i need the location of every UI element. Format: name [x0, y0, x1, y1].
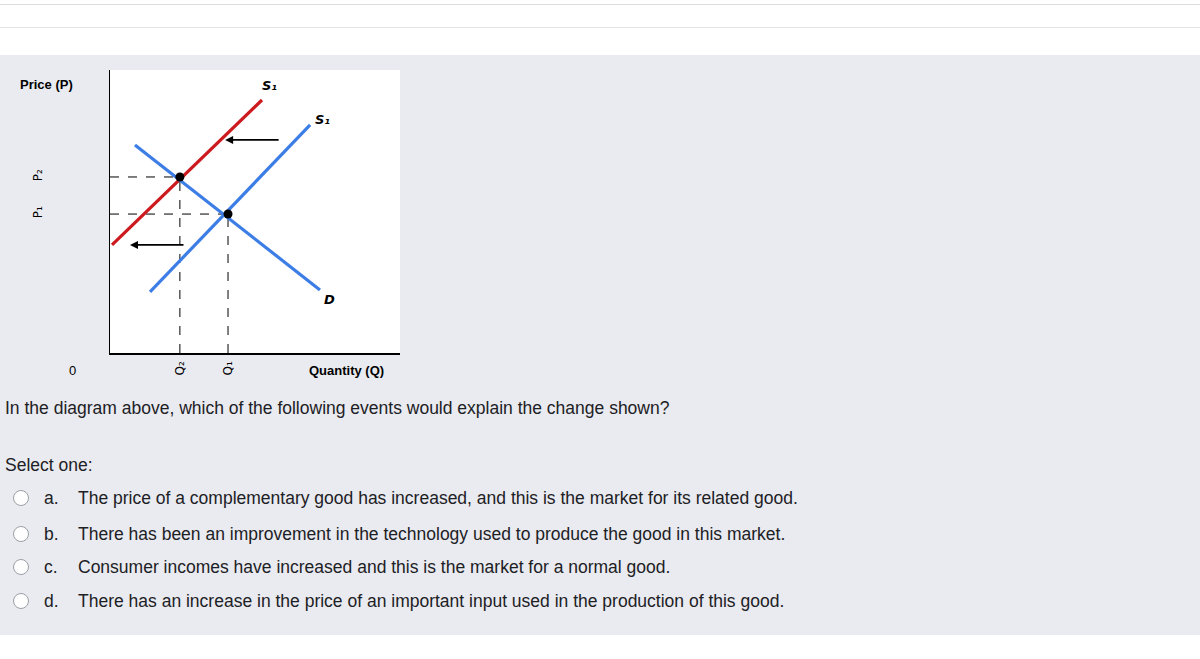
- svg-text:S₁: S₁: [262, 78, 277, 93]
- html-text:There has been an improvement: There has been an improvement in the tec…: [78, 524, 786, 544]
- svg-text:D: D: [324, 292, 335, 307]
- html-text:a.: a.: [44, 488, 59, 508]
- html-text:c.: c.: [44, 557, 58, 577]
- svg-text:Q₂: Q₂: [173, 361, 187, 375]
- svg-text:Price (P): Price (P): [20, 77, 73, 92]
- html-text:Select one:: Select one:: [5, 455, 93, 475]
- svg-text:0: 0: [69, 363, 76, 378]
- svg-text:S₁: S₁: [315, 112, 330, 127]
- html-text:In the diagram above, which of: In the diagram above, which of the follo…: [5, 398, 670, 418]
- html-text:The price of a complementary g: The price of a complementary good has in…: [78, 488, 798, 508]
- svg-text:Quantity (Q): Quantity (Q): [309, 363, 384, 378]
- html-text:b.: b.: [44, 524, 59, 544]
- html-text:Consumer incomes have increase: Consumer incomes have increased and this…: [78, 557, 671, 577]
- svg-text:P₁: P₁: [31, 206, 45, 218]
- svg-text:P₂: P₂: [31, 169, 45, 181]
- svg-text:Q₁: Q₁: [221, 361, 235, 375]
- html-text:There has an increase in the p: There has an increase in the price of an…: [78, 591, 785, 611]
- html-text:d.: d.: [44, 591, 59, 611]
